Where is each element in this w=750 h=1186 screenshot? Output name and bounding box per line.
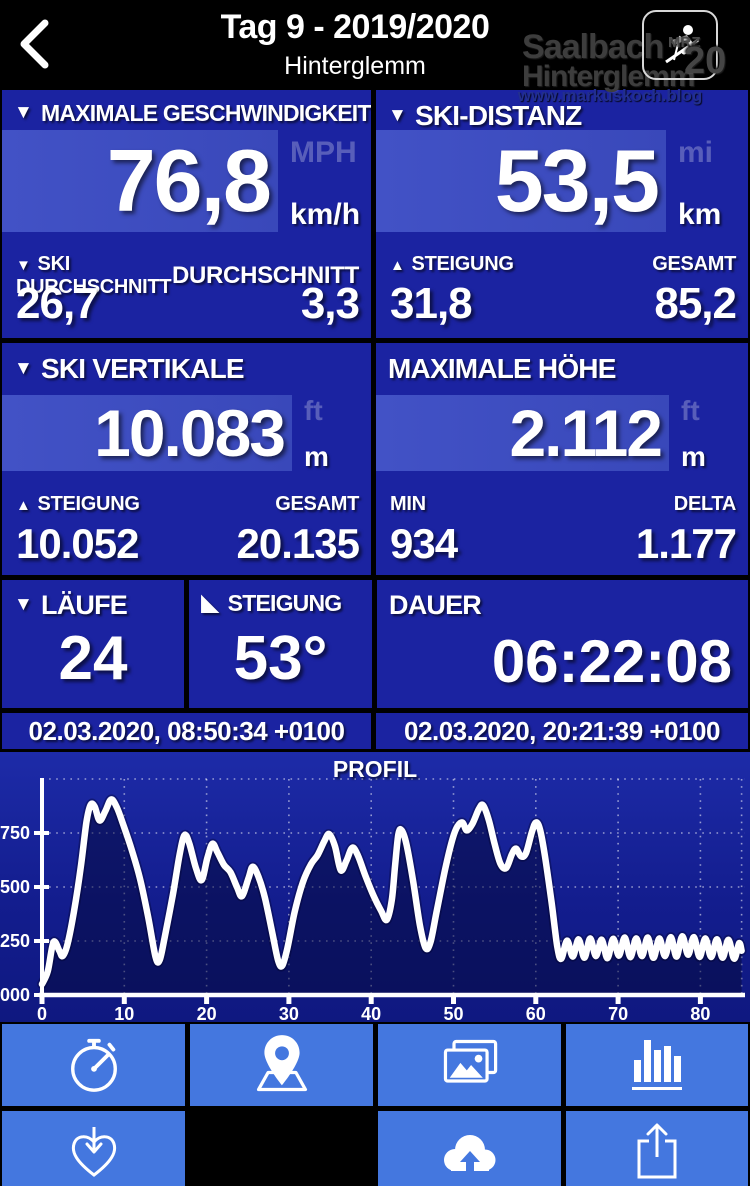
max-altitude-value: 2.112 [509, 396, 663, 470]
svg-text:70: 70 [608, 1004, 628, 1022]
ascent-value: 31,8 [390, 279, 473, 328]
slope-value: 53° [233, 624, 328, 693]
min-label: MIN [390, 493, 426, 515]
total-label: GESAMT [275, 493, 359, 515]
panel-max-speed-title: ▼ MAXIMALE GESCHWINDIGKEIT [14, 100, 371, 126]
delta-label: DELTA [673, 493, 737, 515]
max-altitude-unit-alt: ft [681, 395, 700, 426]
up-triangle-icon: ▲ [390, 257, 405, 274]
panel-runs-title: ▼ LÄUFE [14, 590, 128, 620]
ski-distance-value: 53,5 [494, 131, 660, 230]
map-pin-icon [256, 1035, 307, 1092]
photos-button[interactable] [378, 1024, 561, 1106]
duration-value: 06:22:08 [491, 628, 732, 695]
back-button[interactable] [8, 14, 60, 74]
watermark-skier-badge [642, 10, 718, 80]
panel-ski-vertical[interactable]: ▼ SKI VERTIKALE 10.083 ft m ▲ STEIGUNG GES… [2, 343, 371, 575]
cloud-upload-button[interactable] [378, 1111, 561, 1186]
share-button[interactable] [566, 1111, 748, 1186]
svg-text:1250: 1250 [0, 931, 30, 951]
panel-max-speed[interactable]: ▼ MAXIMALE GESCHWINDIGKEIT 76,8 MPH km/h … [2, 90, 371, 338]
stopwatch-icon [70, 1038, 117, 1092]
max-altitude-unit: m [681, 441, 706, 472]
svg-text:10: 10 [114, 1004, 134, 1022]
ski-distance-value-band: 53,5 [376, 130, 666, 232]
page-title: Tag 9 - 2019/2020 [220, 8, 490, 46]
panel-duration[interactable]: DAUER 06:22:08 [377, 580, 748, 708]
ski-average-value: 26,7 [16, 279, 99, 328]
down-triangle-icon: ▼ [14, 594, 33, 615]
svg-text:80: 80 [690, 1004, 710, 1022]
svg-text:20: 20 [197, 1004, 217, 1022]
down-triangle-icon: ▼ [388, 104, 407, 126]
total-label: GESAMT [652, 253, 736, 275]
ski-vertical-value-band: 10.083 [2, 395, 292, 471]
cloud-upload-icon [443, 1135, 495, 1171]
panel-ski-vertical-title: ▼ SKI VERTIKALE [14, 353, 245, 384]
header-bar: Tag 9 - 2019/2020 Hinterglemm Saalbach H… [0, 0, 750, 93]
max-altitude-value-band: 2.112 [376, 395, 669, 471]
panel-max-altitude-title: MAXIMALE HÖHE [388, 353, 616, 384]
down-triangle-icon: ▼ [14, 357, 33, 379]
average-label: DURCHSCHNITT [171, 262, 359, 289]
total-value: 85,2 [654, 279, 737, 328]
up-triangle-icon: ▲ [16, 497, 31, 514]
runs-value: 24 [58, 624, 128, 693]
svg-text:0: 0 [37, 1004, 47, 1022]
slope-triangle-icon: ◣ [201, 588, 219, 616]
svg-text:40: 40 [361, 1004, 381, 1022]
max-speed-value-band: 76,8 [2, 130, 278, 232]
ascent-label: ▲ STEIGUNG [390, 253, 514, 275]
panel-max-altitude[interactable]: MAXIMALE HÖHE 2.112 ft m MIN DELTA 934 1… [376, 343, 748, 575]
down-triangle-icon: ▼ [16, 257, 31, 274]
panel-ski-distance-title: ▼ SKI-DISTANZ [388, 100, 582, 131]
delta-value: 1.177 [635, 520, 737, 567]
panel-duration-title: DAUER [389, 590, 482, 620]
end-timestamp: 02.03.2020, 20:21:39 +0100 [376, 713, 748, 749]
panel-ski-distance[interactable]: ▼ SKI-DISTANZ 53,5 mi km ▲ STEIGUNG GESAMT… [376, 90, 748, 338]
ascent-value: 10.052 [16, 520, 139, 567]
ski-vertical-value: 10.083 [94, 396, 286, 470]
stopwatch-button[interactable] [2, 1024, 185, 1106]
max-speed-unit: km/h [290, 198, 361, 231]
down-triangle-icon: ▼ [14, 102, 33, 123]
svg-text:30: 30 [279, 1004, 299, 1022]
max-speed-value: 76,8 [106, 131, 272, 230]
start-timestamp: 02.03.2020, 08:50:34 +0100 [2, 713, 371, 749]
page-subtitle: Hinterglemm [284, 52, 426, 80]
share-icon [637, 1123, 677, 1179]
chart-title: PROFIL [332, 756, 418, 782]
average-value: 3,3 [300, 279, 360, 328]
ski-average-label: ▼ SKI DURCHSCHNITT [16, 253, 172, 298]
ski-vertical-unit: m [304, 441, 329, 472]
ski-distance-unit: km [678, 198, 722, 231]
photos-icon [443, 1039, 497, 1083]
svg-text:1500: 1500 [0, 877, 30, 897]
health-button[interactable] [2, 1111, 185, 1186]
heart-download-icon [71, 1127, 116, 1177]
statistics-button[interactable] [566, 1024, 748, 1106]
max-speed-unit-alt: MPH [290, 136, 357, 169]
total-value: 20.135 [236, 520, 360, 567]
panel-runs[interactable]: ▼ LÄUFE 24 [2, 580, 184, 708]
ski-distance-unit-alt: mi [678, 136, 714, 169]
ascent-label: ▲ STEIGUNG [16, 493, 140, 515]
panel-slope-title: ◣ STEIGUNG [201, 588, 342, 616]
bar-chart-icon [632, 1040, 682, 1090]
skier-icon [665, 25, 699, 64]
svg-text:60: 60 [526, 1004, 546, 1022]
svg-text:50: 50 [443, 1004, 463, 1022]
map-button[interactable] [190, 1024, 373, 1106]
back-chevron-icon [20, 19, 49, 69]
svg-text:1750: 1750 [0, 823, 30, 843]
ski-vertical-unit-alt: ft [304, 395, 323, 426]
panel-slope[interactable]: ◣ STEIGUNG 53° [189, 580, 372, 708]
min-value: 934 [390, 520, 458, 567]
